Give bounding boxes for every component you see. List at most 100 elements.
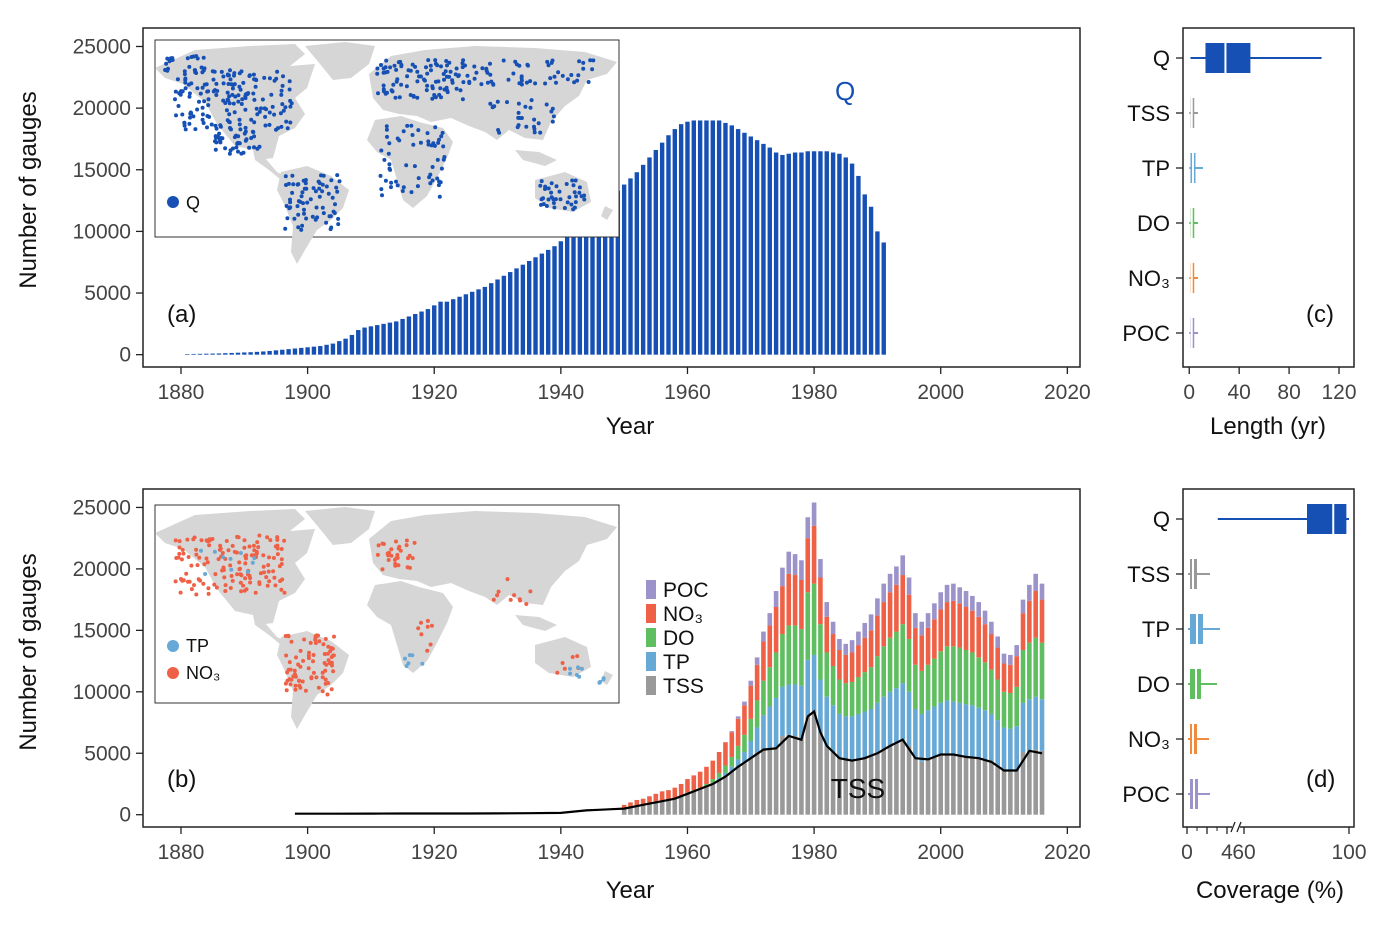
q-gauge-dot xyxy=(541,196,545,201)
no3-bar-1951 xyxy=(628,802,633,808)
tss-bar-1969 xyxy=(742,763,747,815)
q-bar-1990 xyxy=(875,231,880,355)
q-bar-1986 xyxy=(849,163,855,355)
no3-gauge-dot xyxy=(408,565,412,570)
q-bar-1936 xyxy=(533,257,538,355)
q-bar-1902 xyxy=(318,346,323,355)
no3-gauge-dot xyxy=(425,618,430,623)
b-ytick-label-15000: 15000 xyxy=(73,619,131,642)
tss-bar-1958 xyxy=(672,798,678,815)
tp-gauge-dot xyxy=(203,572,208,576)
tss-bar-2001 xyxy=(944,753,950,815)
tss-bar-1952 xyxy=(634,806,640,815)
q-gauge-dot xyxy=(532,130,537,135)
q-bar-1970 xyxy=(748,136,753,355)
q-gauge-dot xyxy=(384,58,389,63)
q-gauge-dot xyxy=(267,76,272,81)
panel-a-frame xyxy=(142,27,1081,368)
no3-gauge-dot xyxy=(179,577,183,581)
q-gauge-dot xyxy=(285,126,290,131)
q-gauge-dot xyxy=(240,97,245,102)
no3-gauge-dot xyxy=(180,547,185,552)
q-gauge-dot xyxy=(232,73,236,78)
legend-label-no3: NO₃ xyxy=(663,603,703,626)
q-bar-1931 xyxy=(501,275,507,355)
no3-gauge-dot xyxy=(207,537,212,542)
tp-gauge-dot xyxy=(579,666,584,671)
no3-gauge-dot xyxy=(322,652,327,656)
q-gauge-dot xyxy=(570,178,575,183)
q-gauge-dot xyxy=(272,112,277,117)
q-gauge-dot xyxy=(212,69,217,74)
poc-bar-1994 xyxy=(900,555,906,576)
q-gauge-dot xyxy=(239,102,244,106)
q-gauge-dot xyxy=(517,63,522,68)
no3-bar-1969 xyxy=(742,705,747,735)
poc-bar-1987 xyxy=(856,631,861,646)
q-gauge-dot xyxy=(247,74,252,78)
q-gauge-dot xyxy=(230,92,235,97)
tp-bar-1991 xyxy=(881,696,887,750)
panel-d-frame xyxy=(1182,488,1355,828)
no3-bar-1985 xyxy=(843,654,849,684)
q-gauge-dot xyxy=(549,190,554,195)
q-gauge-dot xyxy=(415,69,420,74)
tp-bar-2011 xyxy=(1008,728,1013,772)
q-gauge-dot xyxy=(383,178,388,183)
c-category-label-tp: TP xyxy=(1142,156,1170,181)
q-gauge-dot xyxy=(516,123,521,128)
q-gauge-dot xyxy=(301,201,305,206)
q-gauge-dot xyxy=(497,130,502,135)
q-gauge-dot xyxy=(280,83,285,88)
do-bar-1970 xyxy=(748,718,754,741)
q-bar-1907 xyxy=(349,334,355,355)
q-gauge-dot xyxy=(558,197,563,202)
tss-bar-2016 xyxy=(1039,750,1045,815)
q-gauge-dot xyxy=(404,163,409,168)
no3-gauge-dot xyxy=(307,650,311,655)
q-gauge-dot xyxy=(321,173,326,178)
no3-gauge-dot xyxy=(311,659,315,664)
q-bar-1960 xyxy=(685,121,690,355)
q-gauge-dot xyxy=(443,69,448,74)
tp-bar-1967 xyxy=(729,766,735,772)
q-gauge-dot xyxy=(472,76,477,81)
no3-gauge-dot xyxy=(294,655,298,660)
tss-bar-1965 xyxy=(716,780,722,815)
no3-bar-1996 xyxy=(913,627,918,665)
q-gauge-dot xyxy=(201,68,206,73)
q-gauge-dot xyxy=(573,178,578,183)
q-gauge-dot xyxy=(413,64,418,69)
no3-gauge-dot xyxy=(570,655,575,659)
do-bar-1995 xyxy=(906,638,912,692)
q-gauge-dot xyxy=(320,205,325,210)
q-bar-1912 xyxy=(381,323,386,355)
q-gauge-dot xyxy=(262,75,267,80)
tss-bar-1976 xyxy=(786,734,792,815)
no3-gauge-dot xyxy=(314,675,319,680)
q-gauge-dot xyxy=(519,78,524,83)
legend-swatch-tss xyxy=(646,676,656,695)
tss-bar-2000 xyxy=(938,754,944,815)
no3-gauge-dot xyxy=(329,687,334,692)
q-gauge-dot xyxy=(269,92,274,97)
tss-bar-1975 xyxy=(780,736,785,815)
q-gauge-dot xyxy=(183,86,188,91)
q-bar-1961 xyxy=(691,120,697,355)
q-gauge-dot xyxy=(330,195,335,200)
poc-bar-2005 xyxy=(970,595,975,611)
no3-gauge-dot xyxy=(271,556,276,560)
q-bar-1948 xyxy=(609,196,614,355)
no3-bar-1999 xyxy=(932,619,937,659)
tss-bar-1978 xyxy=(799,739,804,815)
a-ytick-label-25000: 25000 xyxy=(73,35,131,58)
q-gauge-dot xyxy=(488,61,492,66)
poc-bar-2009 xyxy=(995,636,1000,648)
tss-bar-1992 xyxy=(887,745,893,815)
q-bar-1963 xyxy=(704,120,709,355)
no3-gauge-dot xyxy=(173,538,178,543)
b-xtick-label-2000: 2000 xyxy=(917,841,964,864)
no3-gauge-dot xyxy=(266,563,271,568)
q-gauge-dot xyxy=(230,146,235,151)
